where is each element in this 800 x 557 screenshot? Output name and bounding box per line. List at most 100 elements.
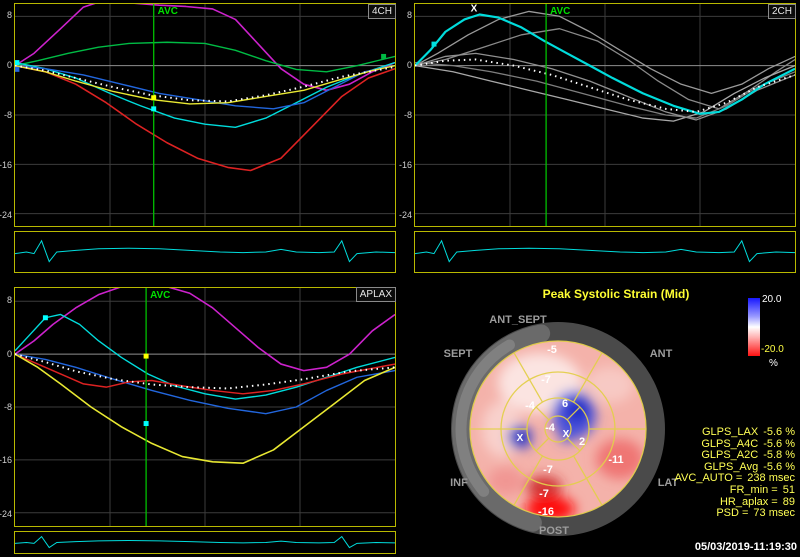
result-psd: PSD = 73 msec (716, 507, 795, 520)
strain-curve-gray-segment-4 (415, 61, 795, 119)
y-tick-label: 0 (406, 60, 412, 71)
ecg-trace (415, 241, 795, 262)
strain-curve-average-dotted (415, 58, 795, 113)
result-fr-min: FR_min = 51 (729, 483, 795, 496)
panel-aplax[interactable]: 8 0 -8 -16 -24 AVC APLAX (0, 283, 400, 557)
strain-curve-gray-segment-2 (415, 28, 795, 110)
curve-marker[interactable] (42, 315, 48, 321)
y-tick-label: 8 (406, 10, 412, 21)
strain-curve-cyan-highlighted (415, 13, 795, 115)
x-marker: X (471, 4, 478, 14)
y-tick-label: -24 (398, 209, 412, 220)
strain-curve-yellow-segment (15, 64, 395, 105)
result-glps-avg: GLPS_Avg -5.6 % (703, 460, 795, 473)
region-label: POST (539, 525, 569, 537)
region-label: SEPT (444, 348, 473, 360)
glps-results: GLPS_LAX -5.6 % GLPS_A4C -5.6 % GLPS_A2C -5… (674, 426, 795, 520)
region-label: LAT (658, 477, 679, 489)
result-glps-lax: GLPS_LAX -5.6 % (701, 426, 795, 438)
bullseye-map (470, 341, 646, 517)
y-tick-label: -8 (3, 110, 12, 120)
y-tick-label: -24 (0, 508, 12, 519)
curve-marker[interactable] (143, 353, 149, 359)
bullseye-grid (469, 340, 647, 518)
segment-value: -7 (539, 488, 549, 500)
avc-label: AVC (158, 6, 178, 17)
segment-value: -4 (545, 422, 556, 434)
panel-label-aplax: APLAX (355, 287, 396, 302)
ring-highlight (455, 339, 515, 497)
segment-value: -4 (525, 400, 536, 412)
segment-value: -7 (541, 374, 551, 386)
avc-label: AVC (150, 290, 170, 301)
curve-marker[interactable] (151, 95, 157, 101)
y-tick-label: 8 (6, 10, 12, 21)
segment-value: -16 (538, 506, 554, 518)
ecg-trace (15, 537, 395, 548)
segment-value: 2 (579, 436, 585, 448)
strain-curve-average-dotted (15, 64, 395, 103)
strain-curve-magenta-segment (15, 4, 395, 92)
region-label: ANT (650, 348, 673, 360)
y-axis-labels: 8 0 -8 -16 -24 (0, 287, 13, 527)
x-marker: X (517, 433, 524, 444)
y-tick-label: -8 (3, 402, 12, 412)
y-tick-label: 0 (6, 60, 12, 71)
y-tick-label: -16 (398, 159, 412, 170)
result-hr-aplax: HR_aplax = 89 (719, 495, 795, 508)
panel-4ch[interactable]: 8 0 -8 -16 -24 AVC 4CH (0, 0, 400, 281)
strain-curve-yellow-segment (15, 353, 395, 465)
segment-value: -7 (543, 464, 553, 476)
panel-label-4ch: 4CH (367, 4, 396, 19)
y-tick-label: -8 (403, 110, 412, 120)
strain-color-scale (748, 298, 760, 356)
strain-curve-magenta-segment (15, 288, 395, 372)
y-axis-labels: 8 0 -8 -16 -24 (0, 3, 13, 227)
strain-curve-green-segment (15, 41, 395, 73)
scale-min-label: -20.0 (761, 344, 784, 355)
segment-value: -11 (608, 454, 623, 466)
y-tick-label: 8 (6, 295, 12, 306)
avc-label: AVC (550, 6, 570, 17)
bullseye-plot: ANT_SEPT SEPT ANT INF LAT POST -5 -7 -4 6 -4 2 -11 -7… (444, 314, 679, 537)
strain-chart-4ch[interactable]: AVC (14, 3, 396, 227)
curve-marker[interactable] (143, 421, 149, 427)
x-marker: X (563, 429, 570, 440)
region-label: INF (450, 477, 468, 489)
y-tick-label: -16 (0, 159, 12, 170)
ecg-trace (15, 241, 395, 262)
ecg-strip-aplax (14, 531, 396, 554)
scale-max-label: 20.0 (762, 294, 782, 305)
curve-marker[interactable] (15, 60, 20, 66)
curve-marker[interactable] (15, 66, 20, 72)
ecg-strip-2ch (414, 231, 796, 273)
y-tick-label: 0 (6, 348, 12, 359)
strain-chart-aplax[interactable]: AVC (14, 287, 396, 527)
strain-curve-gray-segment-3 (415, 65, 795, 122)
bullseye-area: Peak Systolic Strain (Mid) ANT_SEPT SEPT A… (400, 281, 800, 557)
curve-marker[interactable] (431, 41, 437, 47)
result-glps-a2c: GLPS_A2C -5.8 % (701, 449, 795, 462)
strain-curve-gray-segment-1 (415, 10, 795, 95)
ecg-strip-4ch (14, 231, 396, 273)
datetime-stamp: 05/03/2019-11:19:30 (694, 541, 797, 553)
y-tick-label: -24 (0, 209, 12, 220)
segment-value: -5 (547, 344, 557, 356)
y-axis-labels: 8 0 -8 -16 -24 (398, 3, 413, 227)
region-label: ANT_SEPT (489, 314, 547, 326)
panel-2ch[interactable]: 8 0 -8 -16 -24 AVC X 2CH (398, 0, 800, 281)
strain-curve-blue-segment (15, 353, 395, 415)
strain-curve-cyan-segment (15, 61, 395, 128)
panel-label-2ch: 2CH (767, 4, 796, 19)
result-avc-auto: AVC_AUTO = 238 msec (674, 472, 795, 485)
segment-value: 6 (562, 398, 568, 410)
strain-chart-2ch[interactable]: AVC X (414, 3, 796, 227)
strain-curve-red-segment (15, 64, 395, 172)
curve-marker[interactable] (381, 53, 387, 59)
y-tick-label: -16 (0, 455, 12, 466)
bullseye-title: Peak Systolic Strain (Mid) (542, 287, 690, 301)
result-glps-a4c: GLPS_A4C -5.6 % (701, 437, 795, 450)
curve-marker[interactable] (151, 106, 157, 112)
scale-unit-label: % (769, 358, 778, 369)
